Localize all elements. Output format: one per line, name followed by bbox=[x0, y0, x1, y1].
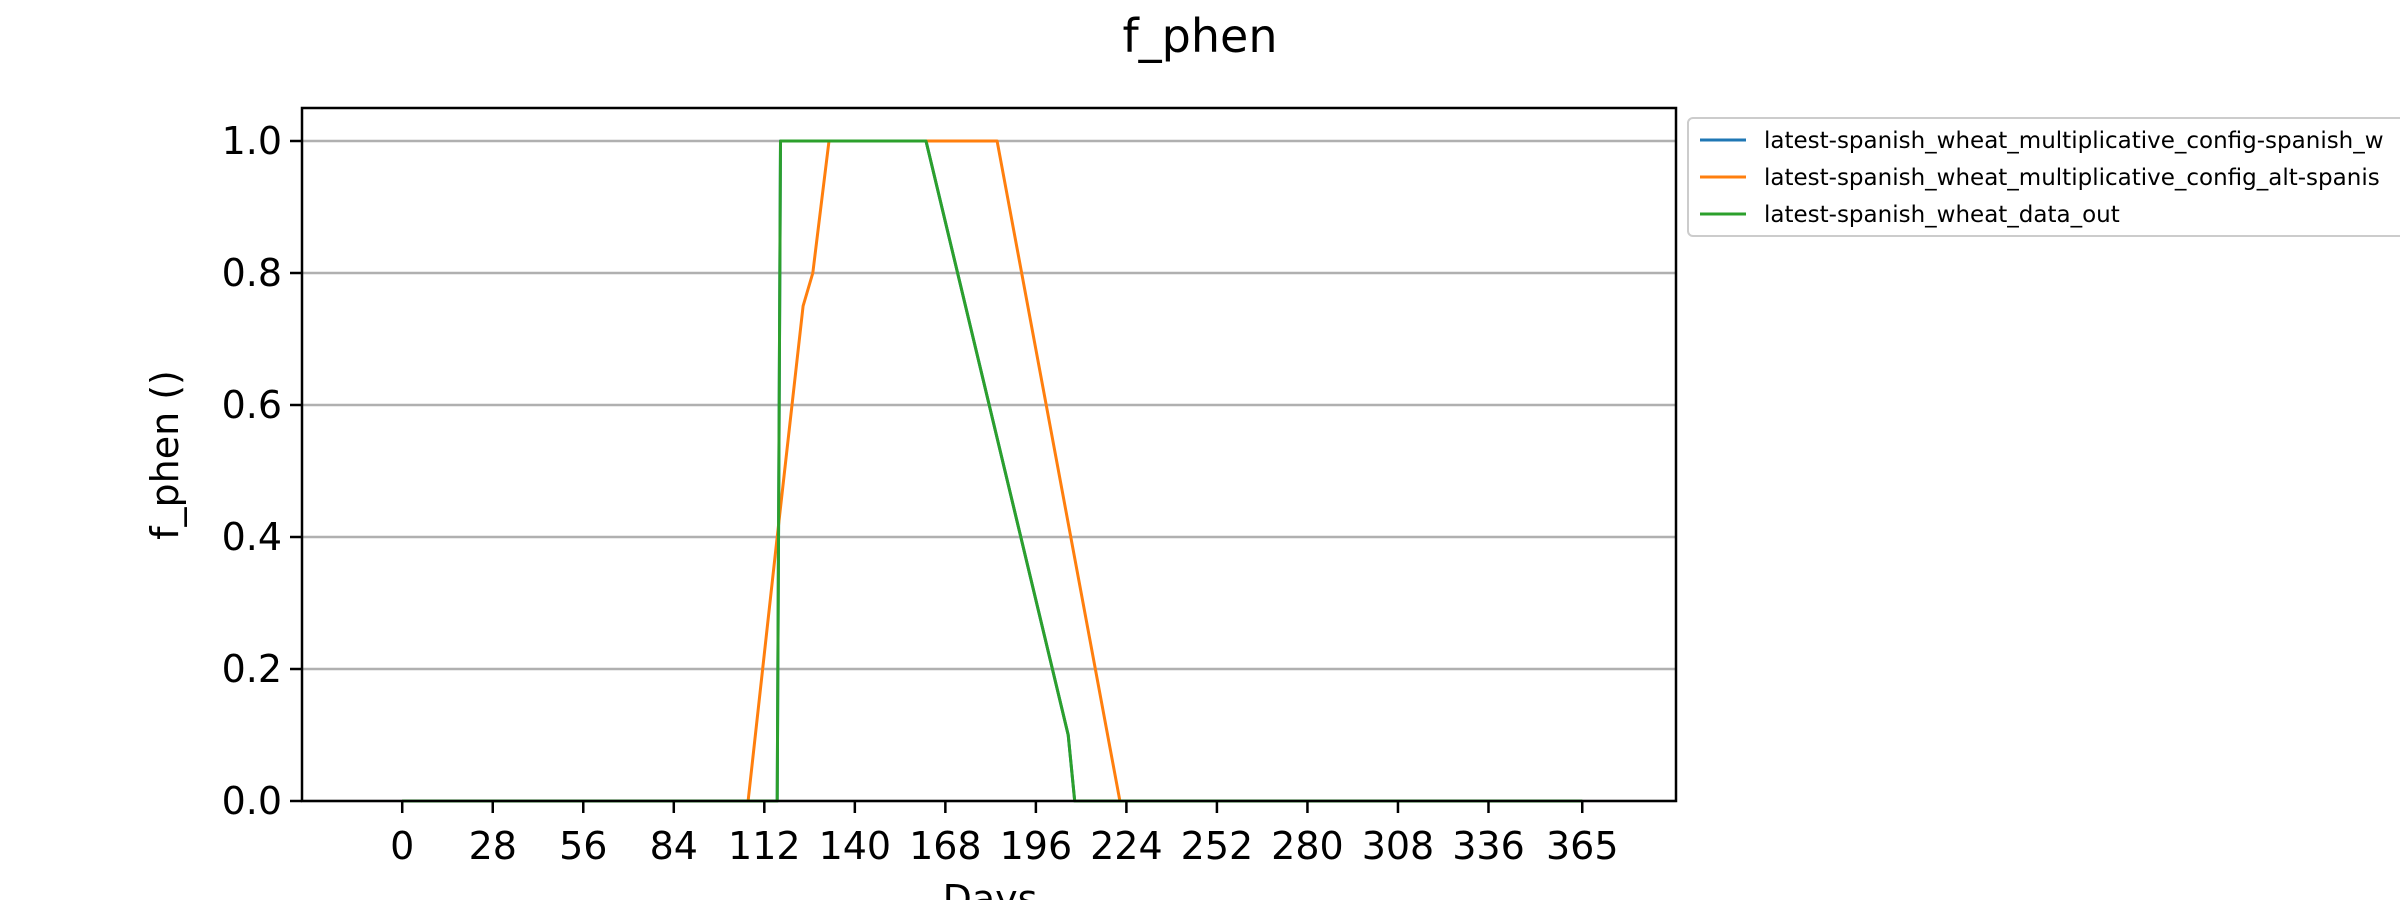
x-tick-label: 365 bbox=[1546, 824, 1619, 868]
legend-box bbox=[1687, 117, 2400, 237]
x-tick-label: 224 bbox=[1090, 824, 1163, 868]
x-tick-label: 336 bbox=[1452, 824, 1525, 868]
x-tick-label: 56 bbox=[559, 824, 607, 868]
x-tick-label: 168 bbox=[909, 824, 982, 868]
legend-label-2: latest-spanish_wheat_multiplicative_conf… bbox=[1764, 165, 2380, 191]
legend: latest-spanish_wheat_multiplicative_conf… bbox=[1687, 117, 2400, 237]
y-tick-label: 1.0 bbox=[222, 119, 282, 163]
x-tick-label: 84 bbox=[650, 824, 698, 868]
y-axis-ticks: 0.0 0.2 0.4 0.6 0.8 1.0 bbox=[222, 119, 302, 823]
y-tick-label: 0.8 bbox=[222, 251, 282, 295]
y-tick-label: 0.0 bbox=[222, 779, 282, 823]
series-lines bbox=[402, 139, 1583, 803]
x-tick-label: 0 bbox=[390, 824, 414, 868]
chart-title: f_phen bbox=[1122, 9, 1277, 63]
plot-frame bbox=[300, 106, 1678, 803]
legend-label-1: latest-spanish_wheat_multiplicative_conf… bbox=[1764, 128, 2384, 154]
x-axis-label: Days bbox=[943, 877, 1038, 900]
x-axis-ticks: 0 28 56 84 112 140 168 196 224 252 280 308 336 365 bbox=[390, 801, 1619, 868]
x-tick-label: 28 bbox=[469, 824, 517, 868]
x-tick-label: 140 bbox=[819, 824, 892, 868]
series-line-2 bbox=[402, 139, 1583, 803]
y-tick-label: 0.2 bbox=[222, 647, 282, 691]
x-tick-label: 196 bbox=[1000, 824, 1073, 868]
y-tick-label: 0.6 bbox=[222, 383, 282, 427]
x-tick-label: 112 bbox=[728, 824, 801, 868]
series-line-3 bbox=[402, 139, 1583, 803]
x-tick-label: 252 bbox=[1181, 824, 1254, 868]
series-line-1 bbox=[402, 139, 1583, 803]
legend-label-3: latest-spanish_wheat_data_out bbox=[1764, 202, 2120, 228]
x-tick-label: 308 bbox=[1362, 824, 1435, 868]
y-tick-label: 0.4 bbox=[222, 515, 282, 559]
y-axis-label: f_phen () bbox=[143, 370, 187, 540]
grid bbox=[302, 139, 1676, 803]
x-tick-label: 280 bbox=[1271, 824, 1344, 868]
